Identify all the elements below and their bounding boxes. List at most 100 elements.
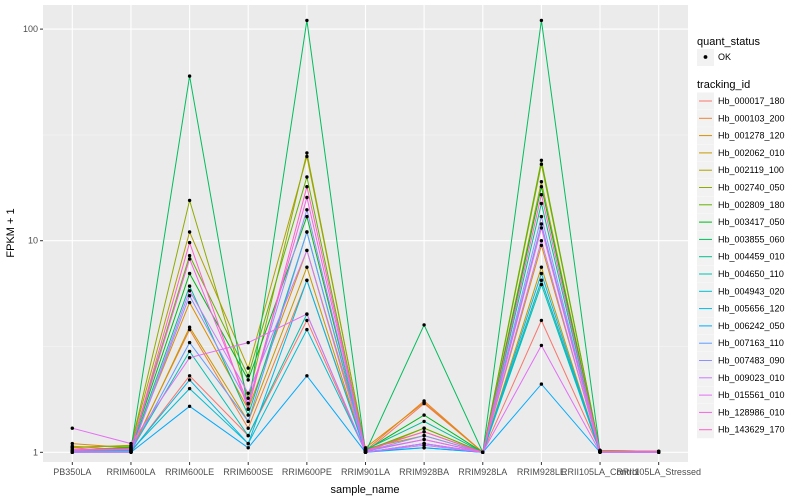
- color-legend-label: Hb_004459_010: [718, 252, 785, 262]
- data-point: [70, 426, 75, 430]
- data-point: [187, 294, 192, 298]
- x-tick-label: RRIM600PE: [282, 467, 332, 477]
- color-legend-label: Hb_003417_050: [718, 217, 785, 227]
- data-point: [187, 257, 192, 261]
- data-point: [422, 441, 426, 446]
- legend-point-symbol: [703, 55, 708, 59]
- data-point: [598, 449, 602, 454]
- color-legend-label: Hb_002062_010: [718, 148, 785, 158]
- data-point: [187, 284, 192, 288]
- data-point: [187, 230, 192, 234]
- data-point: [187, 378, 192, 382]
- data-point: [422, 437, 426, 442]
- y-tick-label: 100: [23, 24, 38, 34]
- data-point: [422, 419, 426, 424]
- color-legend-label: Hb_000103_200: [718, 113, 785, 123]
- data-point: [539, 222, 544, 226]
- data-point: [187, 340, 192, 345]
- data-point: [305, 195, 309, 200]
- color-legend-label: Hb_015561_010: [718, 390, 785, 400]
- data-point: [305, 151, 309, 155]
- data-point: [422, 400, 426, 405]
- data-point: [246, 401, 250, 406]
- data-point: [187, 374, 192, 378]
- x-tick-label: RRIM928LE: [517, 467, 566, 477]
- data-point: [187, 349, 192, 354]
- color-legend-label: Hb_000017_180: [718, 96, 785, 106]
- data-point: [246, 441, 250, 446]
- color-legend-label: Hb_002119_100: [718, 165, 784, 175]
- shape-legend-label: OK: [718, 52, 731, 62]
- color-legend-label: Hb_143629_170: [718, 425, 785, 435]
- series-points: [70, 18, 661, 454]
- data-point: [539, 158, 544, 162]
- data-point: [305, 248, 309, 253]
- data-point: [305, 185, 309, 189]
- data-point: [246, 426, 250, 430]
- data-point: [539, 271, 544, 276]
- data-point: [539, 318, 544, 323]
- y-tick-label: 1: [33, 447, 38, 457]
- color-legend-label: Hb_007483_090: [718, 356, 785, 366]
- x-tick-label: RRIM600LE: [165, 467, 214, 477]
- data-point: [246, 433, 250, 438]
- color-legend-label: Hb_001278_120: [718, 131, 785, 141]
- data-point: [539, 265, 544, 269]
- data-point: [246, 391, 250, 395]
- data-point: [246, 378, 250, 382]
- data-point: [422, 433, 426, 438]
- x-tick-label: RRIM901LA: [341, 467, 390, 477]
- x-tick-label: RRIM600SE: [223, 467, 273, 477]
- shape-legend-items: OK: [697, 49, 731, 66]
- data-point: [187, 198, 192, 203]
- data-point: [305, 327, 309, 332]
- data-point: [246, 340, 250, 345]
- data-point: [422, 426, 426, 430]
- data-point: [539, 162, 544, 166]
- data-point: [305, 278, 309, 282]
- x-tick-label: RRII105LA_Control: [561, 467, 639, 477]
- data-point: [363, 448, 368, 453]
- data-point: [539, 214, 544, 219]
- y-axis-title: FPKM + 1: [5, 208, 17, 257]
- data-point: [305, 312, 309, 316]
- data-point: [129, 450, 133, 454]
- data-point: [129, 441, 133, 446]
- color-legend-label: Hb_009023_010: [718, 373, 785, 383]
- color-legend-label: Hb_007163_110: [718, 338, 784, 348]
- data-point: [246, 407, 250, 411]
- y-tick-label: 10: [28, 236, 38, 246]
- color-legend-label: Hb_004650_110: [718, 269, 784, 279]
- x-tick-label: PB350LA: [53, 467, 91, 477]
- data-point: [422, 446, 426, 450]
- x-tick-label: RRIM928BA: [399, 467, 449, 477]
- data-point: [305, 318, 309, 323]
- data-point: [305, 175, 309, 179]
- data-point: [539, 193, 544, 197]
- data-point: [539, 201, 544, 206]
- color-legend-label: Hb_002809_180: [718, 200, 785, 210]
- data-point: [539, 180, 544, 184]
- data-point: [246, 446, 250, 450]
- data-point: [246, 366, 250, 370]
- data-point: [305, 265, 309, 269]
- data-point: [70, 441, 75, 446]
- data-point: [481, 450, 485, 454]
- data-point: [187, 300, 192, 305]
- x-tick-label: RRIM600LA: [106, 467, 155, 477]
- data-point: [70, 445, 75, 449]
- data-point: [246, 396, 250, 400]
- data-point: [422, 323, 426, 327]
- x-axis-title: sample_name: [330, 484, 399, 496]
- data-point: [539, 282, 544, 287]
- data-point: [305, 230, 309, 234]
- color-legend-title: tracking_id: [697, 79, 750, 91]
- legend: quant_status OK tracking_id Hb_000017_18…: [697, 36, 785, 439]
- data-point: [539, 185, 544, 189]
- x-axis: PB350LA RRIM600LA RRIM600LE RRIM600SE RRIM60…: [53, 462, 701, 477]
- data-point: [187, 327, 192, 332]
- shape-legend-title: quant_status: [697, 36, 760, 48]
- data-point: [539, 278, 544, 282]
- data-point: [187, 240, 192, 245]
- data-point: [539, 239, 544, 243]
